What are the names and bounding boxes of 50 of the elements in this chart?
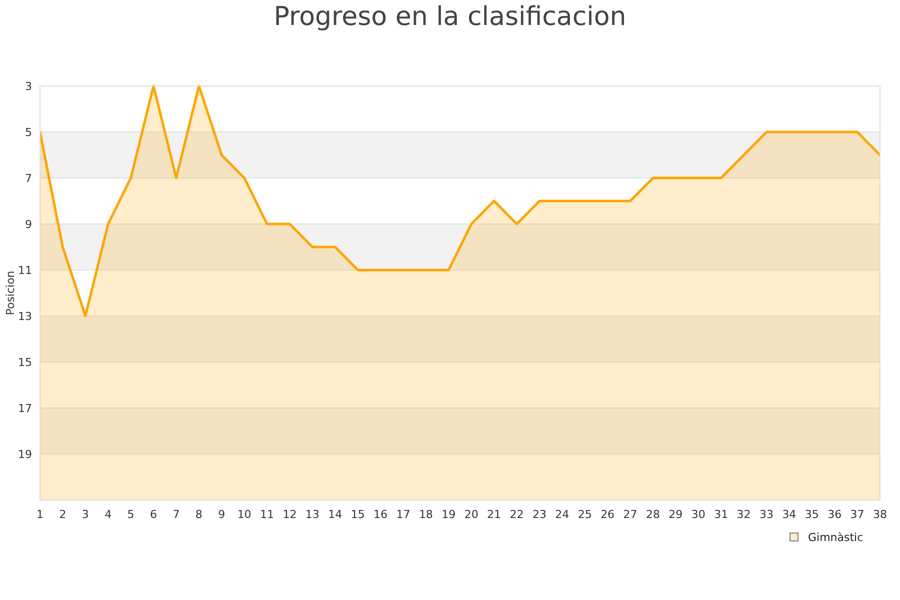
- x-tick-label: 11: [260, 508, 274, 521]
- x-tick-label: 4: [104, 508, 112, 521]
- x-tick-label: 14: [328, 508, 342, 521]
- y-tick-label: 7: [25, 172, 32, 185]
- x-tick-label: 12: [282, 508, 297, 521]
- legend-label: Gimnàstic: [808, 531, 864, 544]
- y-tick-label: 11: [18, 264, 32, 277]
- x-tick-label: 34: [782, 508, 796, 521]
- x-tick-label: 18: [418, 508, 433, 521]
- x-tick-label: 30: [691, 508, 706, 521]
- x-tick-label: 31: [714, 508, 728, 521]
- x-tick-label: 36: [828, 508, 842, 521]
- x-tick-label: 8: [195, 508, 202, 521]
- x-tick-label: 28: [646, 508, 660, 521]
- x-tick-label: 19: [442, 508, 456, 521]
- x-tick-label: 9: [218, 508, 226, 521]
- x-tick-label: 38: [873, 508, 887, 521]
- x-tick-label: 33: [759, 508, 774, 521]
- x-tick-label: 17: [396, 508, 410, 521]
- x-tick-label: 16: [374, 508, 388, 521]
- y-axis-title: Posicion: [4, 270, 17, 316]
- y-tick-label: 15: [18, 356, 32, 369]
- x-tick-label: 27: [623, 508, 638, 521]
- x-tick-label: 10: [237, 508, 252, 521]
- x-tick-label: 35: [804, 508, 819, 521]
- x-tick-label: 24: [555, 508, 570, 521]
- y-tick-label: 5: [25, 126, 32, 139]
- x-tick-label: 3: [82, 508, 89, 521]
- x-tick-label: 37: [850, 508, 864, 521]
- y-tick-label: 9: [25, 218, 32, 231]
- y-tick-label: 3: [25, 80, 32, 93]
- x-tick-label: 25: [578, 508, 592, 521]
- x-tick-label: 2: [59, 508, 66, 521]
- x-tick-label: 5: [127, 508, 134, 521]
- y-tick-label: 13: [18, 310, 32, 323]
- x-tick-label: 20: [464, 508, 478, 521]
- x-tick-label: 26: [600, 508, 615, 521]
- x-tick-label: 13: [305, 508, 320, 521]
- y-tick-label: 17: [18, 402, 32, 415]
- x-tick-label: 21: [487, 508, 502, 521]
- x-tick-label: 23: [532, 508, 546, 521]
- x-tick-label: 15: [350, 508, 365, 521]
- x-tick-label: 6: [150, 508, 158, 521]
- x-tick-label: 22: [510, 508, 524, 521]
- x-tick-label: 7: [172, 508, 180, 521]
- y-tick-label: 19: [18, 448, 32, 461]
- chart-title: Progreso en la clasificacion: [274, 2, 626, 32]
- x-tick-label: 32: [736, 508, 751, 521]
- x-tick-label: 29: [668, 508, 683, 521]
- x-tick-label: 1: [36, 508, 44, 521]
